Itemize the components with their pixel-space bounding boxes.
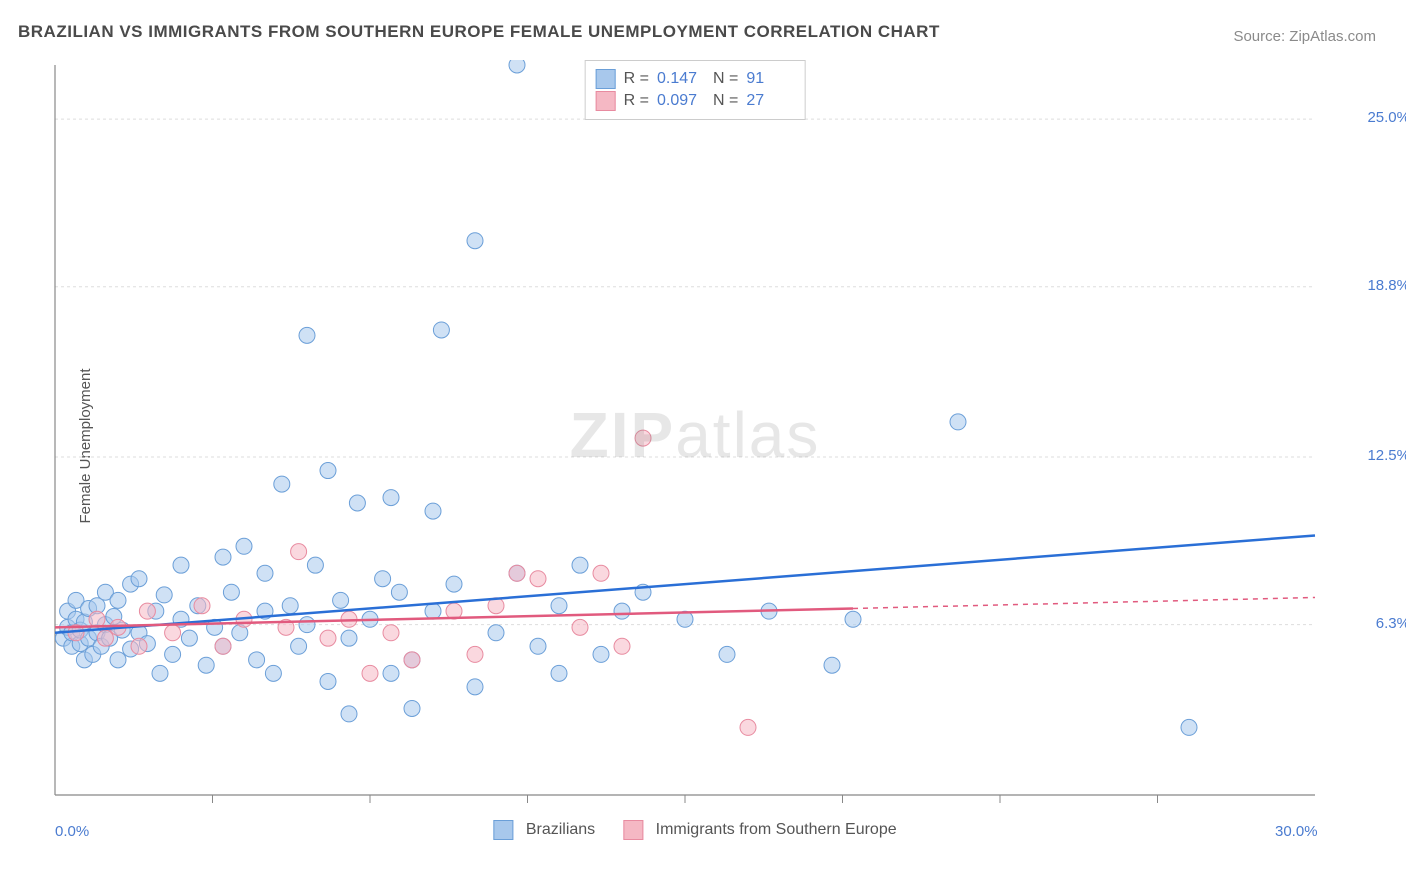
scatter-svg	[50, 60, 1340, 810]
legend-r-label: R =	[624, 70, 649, 88]
y-tick-label: 18.8%	[1367, 277, 1406, 294]
legend-n-value-2: 27	[746, 92, 794, 110]
legend-row-2: R = 0.097 N = 27	[596, 91, 795, 111]
legend-n-label: N =	[713, 92, 738, 110]
legend-label-2: Immigrants from Southern Europe	[656, 821, 897, 838]
legend-swatch-2	[596, 91, 616, 111]
legend-item-2: Immigrants from Southern Europe	[623, 820, 896, 840]
legend-r-label: R =	[624, 92, 649, 110]
legend-swatch-brazilians	[493, 820, 513, 840]
source-label: Source: ZipAtlas.com	[1233, 28, 1376, 45]
series-legend: Brazilians Immigrants from Southern Euro…	[493, 820, 896, 840]
legend-label-1: Brazilians	[526, 821, 595, 838]
legend-n-label: N =	[713, 70, 738, 88]
correlation-legend: R = 0.147 N = 91 R = 0.097 N = 27	[585, 60, 806, 120]
chart-title: BRAZILIAN VS IMMIGRANTS FROM SOUTHERN EU…	[18, 22, 940, 42]
y-tick-label: 12.5%	[1367, 447, 1406, 464]
legend-item-1: Brazilians	[493, 820, 595, 840]
chart-container: BRAZILIAN VS IMMIGRANTS FROM SOUTHERN EU…	[0, 0, 1406, 892]
y-tick-label: 25.0%	[1367, 109, 1406, 126]
plot-area: ZIPatlas R = 0.147 N = 91 R = 0.097 N = …	[50, 60, 1340, 810]
legend-row-1: R = 0.147 N = 91	[596, 69, 795, 89]
legend-n-value-1: 91	[746, 70, 794, 88]
x-tick-label: 30.0%	[1275, 823, 1318, 840]
legend-r-value-1: 0.147	[657, 70, 705, 88]
legend-swatch-1	[596, 69, 616, 89]
y-tick-label: 6.3%	[1376, 615, 1406, 632]
x-tick-label: 0.0%	[55, 823, 89, 840]
legend-r-value-2: 0.097	[657, 92, 705, 110]
legend-swatch-immigrants	[623, 820, 643, 840]
